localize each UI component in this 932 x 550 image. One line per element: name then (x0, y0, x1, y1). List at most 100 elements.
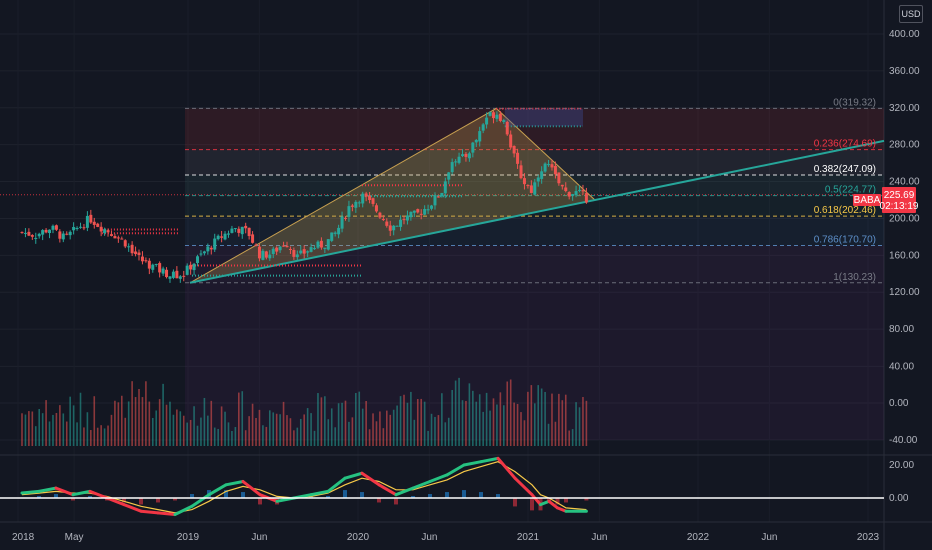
candle-body (223, 233, 227, 240)
volume-bar (344, 400, 347, 446)
candle-body (316, 241, 320, 248)
candle-body (533, 182, 537, 195)
oscillator-line (462, 460, 483, 467)
volume-bar (437, 415, 440, 446)
volume-bar (255, 417, 257, 446)
candle-body (313, 248, 317, 250)
drawings[interactable] (101, 107, 885, 284)
candle-body (337, 227, 341, 235)
volume-bar (361, 408, 364, 446)
volume-bar (306, 408, 309, 446)
volume-bar (313, 430, 316, 446)
volume-bar (83, 427, 85, 446)
candle-body (543, 163, 547, 172)
candle-body (409, 211, 413, 218)
volume-bar (324, 396, 326, 446)
fib-zone (185, 216, 884, 246)
volume-bar (341, 402, 343, 446)
candle-body (20, 232, 24, 234)
oscillator-line (173, 504, 194, 516)
histogram-bar (530, 498, 534, 511)
volume-bar (454, 380, 457, 446)
candle-body (419, 213, 423, 215)
candle-body (302, 249, 306, 254)
volume-bar (220, 406, 223, 446)
volume-bar (392, 409, 395, 446)
volume-bar (406, 402, 409, 446)
candle-body (185, 265, 189, 275)
volume-bar (379, 411, 381, 446)
volume-bar (492, 398, 495, 446)
candle-body (309, 247, 313, 252)
candle-body (485, 117, 489, 125)
volume-bar (251, 403, 254, 446)
volume-bar (444, 422, 447, 446)
candle-body (61, 233, 65, 240)
oscillator-line (88, 489, 109, 500)
candle-body (158, 263, 162, 273)
candle-body (85, 215, 89, 228)
volume-bar (475, 401, 478, 446)
currency-button[interactable]: USD (899, 5, 923, 23)
candle-body (361, 193, 365, 204)
volume-bar (52, 414, 54, 446)
fib-label: 0.382(247.09) (814, 164, 876, 175)
volume-bar (103, 428, 106, 446)
volume-bar (176, 409, 178, 446)
volume-bar (227, 422, 230, 446)
volume-bar (317, 393, 319, 446)
price-tag: BABA 225.69 02:13:19 (853, 187, 919, 213)
volume-bar (224, 411, 226, 446)
candle-body (405, 215, 409, 221)
candle-body (381, 218, 385, 221)
time-axis-label: Jun (761, 532, 777, 543)
candle-body (34, 237, 38, 239)
price-axis-label: 360.00 (889, 66, 920, 77)
oscillator-line (326, 476, 347, 493)
axes: 400.00 360.00 320.00 280.00 240.00 200.00 160.… (12, 29, 920, 543)
volume-bar (151, 417, 154, 446)
volume-bar (286, 415, 288, 446)
volume-bar (499, 392, 502, 446)
candle-body (182, 275, 186, 277)
oscillator-line (343, 471, 364, 480)
volume-bar (382, 428, 385, 446)
candle-body (168, 276, 172, 279)
volume-bar (571, 429, 574, 446)
candle-body (44, 229, 48, 233)
price-axis-label: 280.00 (889, 140, 920, 151)
candle-body (478, 131, 482, 142)
volume-bar (96, 427, 99, 446)
candle-body (536, 177, 540, 182)
candle-body (288, 248, 292, 250)
candle-body (123, 240, 127, 247)
volume-bar (62, 413, 65, 446)
candle-body (540, 171, 544, 179)
volume-bar (558, 393, 560, 446)
volume-bar (282, 401, 285, 446)
oscillator-line (411, 480, 432, 490)
oscillator-line (54, 486, 75, 497)
candle-body (557, 172, 561, 184)
oscillator-line (556, 506, 568, 513)
candle-body (509, 134, 513, 148)
fib-zone (185, 149, 884, 176)
candle-body (54, 225, 58, 230)
volume-bar (447, 417, 450, 446)
fib-label: 0.618(202.46) (814, 205, 876, 216)
histogram-bar (564, 498, 568, 503)
volume-bar (172, 414, 175, 446)
volume-bar (540, 388, 543, 446)
volume-bar (117, 402, 120, 446)
candle-body (165, 269, 169, 278)
volume-bar (468, 383, 471, 446)
time-axis-label: 2018 (12, 532, 35, 543)
volume-bar (520, 412, 522, 446)
volume-bar (162, 383, 164, 446)
volume-bar (533, 403, 536, 446)
volume-bar (158, 399, 161, 446)
oscillator-line (513, 476, 534, 497)
candle-body (75, 228, 79, 230)
